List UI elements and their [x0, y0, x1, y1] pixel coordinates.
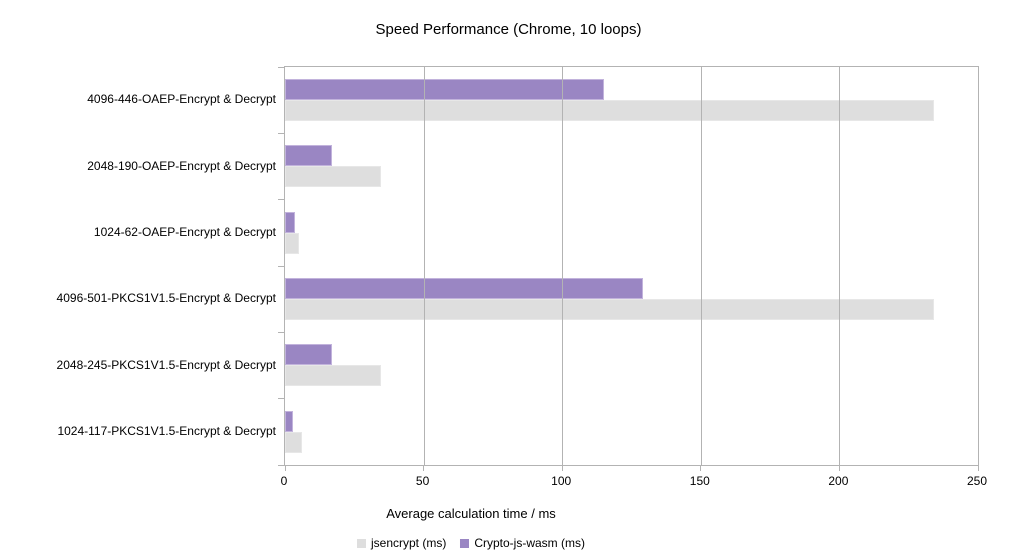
legend-label: jsencrypt (ms) [370, 536, 447, 550]
gridline-50 [423, 67, 425, 465]
bar-jsencrypt-ms- [285, 166, 381, 188]
x-axis-tick [284, 466, 286, 471]
x-tick-label: 250 [966, 474, 988, 488]
bar-group [285, 67, 978, 133]
bar-group [285, 332, 978, 398]
x-axis-title: Average calculation time / ms [386, 506, 556, 521]
plot-area [278, 66, 979, 471]
category-label: 2048-190-OAEP-Encrypt & Decrypt [87, 158, 276, 173]
bar-jsencrypt-ms- [285, 431, 302, 453]
gridline-100 [562, 67, 564, 465]
legend-item: Crypto-js-wasm (ms) [460, 536, 585, 550]
x-tick-label: 150 [689, 474, 710, 488]
gridline-150 [700, 67, 702, 465]
bar-crypto-js-wasm-ms- [285, 410, 294, 432]
bar-group [285, 399, 978, 465]
legend: jsencrypt (ms) Crypto-js-wasm (ms) [356, 536, 585, 550]
legend-swatch-icon [356, 538, 366, 548]
bar-jsencrypt-ms- [285, 100, 934, 122]
x-axis-tick [423, 466, 425, 471]
y-axis-tick [278, 265, 284, 267]
x-tick-label: 200 [828, 474, 849, 488]
bar-jsencrypt-ms- [285, 299, 934, 321]
legend-swatch-icon [460, 538, 470, 548]
x-tick-labels: 0 50 100 150 200 250 [280, 474, 987, 488]
y-axis-tick [278, 66, 284, 68]
y-axis-tick [278, 398, 284, 400]
bar-group [285, 133, 978, 199]
category-labels: 4096-446-OAEP-Encrypt & Decrypt 2048-190-… [0, 66, 276, 464]
bar-jsencrypt-ms- [285, 365, 381, 387]
x-axis-tick [977, 466, 979, 471]
x-axis-tick [561, 466, 563, 471]
y-axis-tick [278, 331, 284, 333]
bar-crypto-js-wasm-ms- [285, 211, 295, 233]
x-axis-tick [838, 466, 840, 471]
y-axis-tick [278, 199, 284, 201]
chart-title: Speed Performance (Chrome, 10 loops) [375, 21, 642, 38]
bar-rows [285, 67, 978, 465]
bar-crypto-js-wasm-ms- [285, 79, 604, 101]
legend-label: Crypto-js-wasm (ms) [474, 536, 586, 550]
bar-jsencrypt-ms- [285, 232, 299, 254]
category-label: 4096-446-OAEP-Encrypt & Decrypt [87, 92, 276, 107]
x-tick-label: 50 [415, 474, 430, 488]
bar-group [285, 266, 978, 332]
bar-crypto-js-wasm-ms- [285, 344, 333, 366]
bar-crypto-js-wasm-ms- [285, 278, 643, 300]
category-label: 1024-62-OAEP-Encrypt & Decrypt [93, 224, 276, 239]
x-axis-tick [700, 466, 702, 471]
legend-item: jsencrypt (ms) [356, 536, 447, 550]
bar-crypto-js-wasm-ms- [285, 145, 333, 167]
category-label: 2048-245-PKCS1V1.5-Encrypt & Decrypt [56, 357, 276, 372]
y-axis-tick [278, 132, 284, 134]
gridline-200 [839, 67, 841, 465]
bar-group [285, 200, 978, 266]
y-axis-tick [278, 464, 284, 466]
x-tick-label: 100 [551, 474, 572, 488]
category-label: 1024-117-PKCS1V1.5-Encrypt & Decrypt [57, 423, 276, 438]
category-label: 4096-501-PKCS1V1.5-Encrypt & Decrypt [56, 291, 276, 306]
x-tick-label: 0 [280, 474, 288, 488]
